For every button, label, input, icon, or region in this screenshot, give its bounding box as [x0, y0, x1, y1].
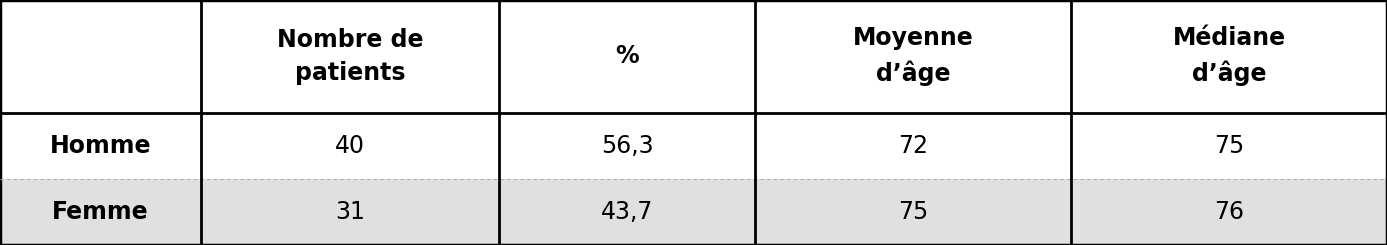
Bar	[1071, 113, 1387, 179]
Bar	[0, 113, 201, 179]
Bar	[1071, 0, 1387, 113]
Text: %: %	[616, 44, 639, 68]
Bar	[1071, 179, 1387, 245]
Bar	[201, 179, 499, 245]
Text: 56,3: 56,3	[601, 134, 653, 158]
Bar	[499, 0, 755, 113]
Bar	[755, 0, 1071, 113]
Text: 43,7: 43,7	[601, 200, 653, 224]
Text: 31: 31	[334, 200, 365, 224]
Bar	[499, 179, 755, 245]
Bar	[499, 113, 755, 179]
Text: 72: 72	[899, 134, 928, 158]
Text: 76: 76	[1214, 200, 1244, 224]
Text: 75: 75	[897, 200, 928, 224]
Text: Nombre de
patients: Nombre de patients	[276, 28, 423, 85]
Text: Moyenne
d’âge: Moyenne d’âge	[853, 26, 974, 86]
Text: 75: 75	[1214, 134, 1244, 158]
Bar	[755, 179, 1071, 245]
Bar	[755, 113, 1071, 179]
Bar	[201, 0, 499, 113]
Bar	[201, 113, 499, 179]
Text: 40: 40	[334, 134, 365, 158]
Text: Médiane
d’âge: Médiane d’âge	[1172, 26, 1286, 86]
Bar	[0, 0, 201, 113]
Text: Homme: Homme	[50, 134, 151, 158]
Bar	[0, 179, 201, 245]
Text: Femme: Femme	[53, 200, 148, 224]
